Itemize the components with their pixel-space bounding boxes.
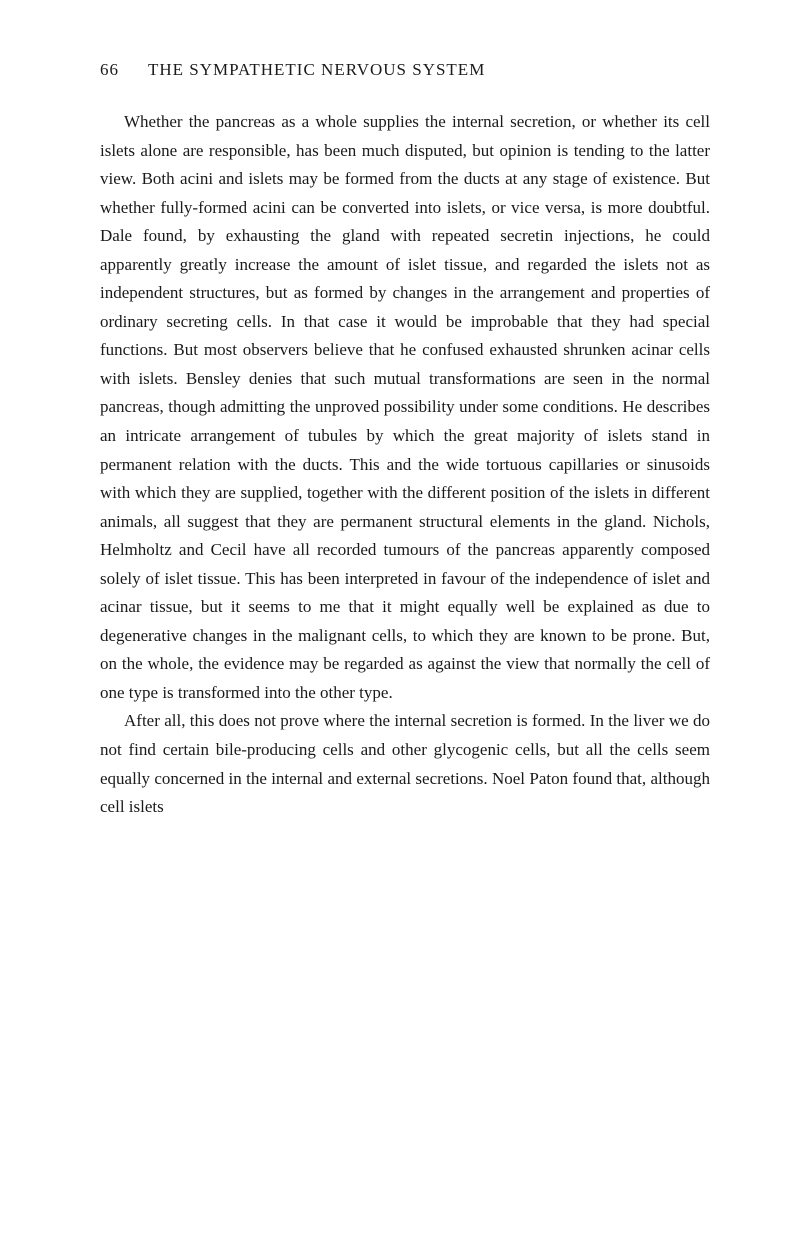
paragraph-2: After all, this does not prove where the… — [100, 707, 710, 821]
page-number: 66 — [100, 60, 119, 79]
paragraph-1: Whether the pancreas as a whole supplies… — [100, 108, 710, 707]
running-title: THE SYMPATHETIC NERVOUS SYSTEM — [148, 60, 485, 79]
page-header: 66 THE SYMPATHETIC NERVOUS SYSTEM — [100, 60, 710, 80]
body-text: Whether the pancreas as a whole supplies… — [100, 108, 710, 822]
